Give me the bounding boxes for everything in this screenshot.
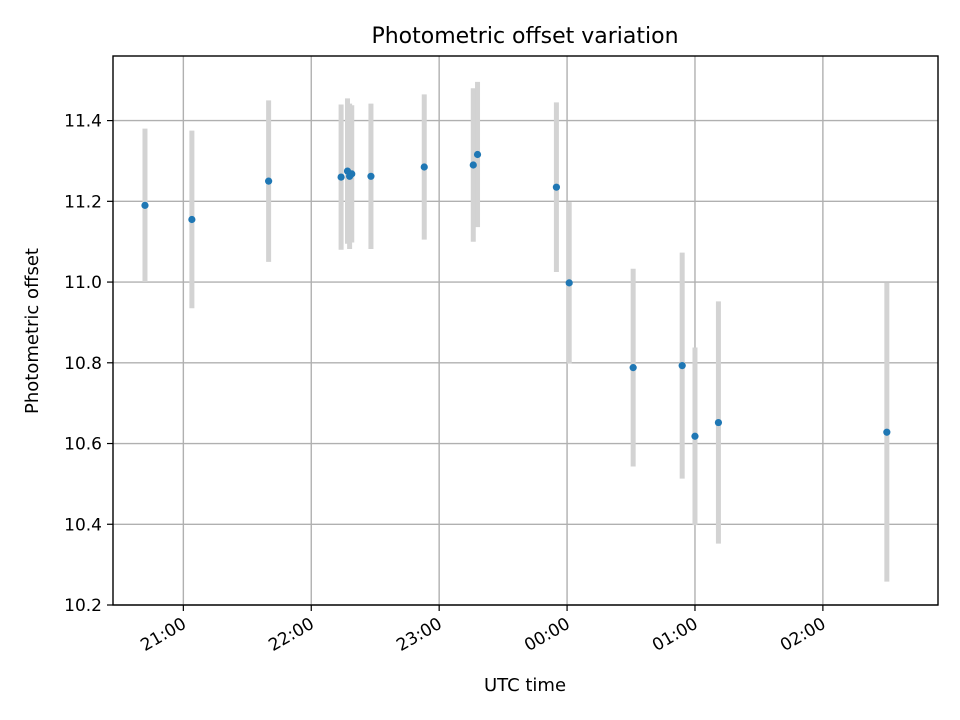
y-tick-label: 11.2 bbox=[64, 192, 102, 212]
y-tick-label: 10.8 bbox=[64, 354, 102, 374]
x-axis-ticks: 21:00 22:00 23:00 00:00 01:00 02:00 bbox=[137, 605, 829, 656]
data-points bbox=[141, 150, 891, 440]
data-point bbox=[691, 432, 699, 440]
data-point bbox=[420, 163, 428, 171]
data-point bbox=[714, 418, 723, 427]
y-tick-label: 11.4 bbox=[64, 112, 102, 132]
plot-frame bbox=[112, 55, 939, 606]
data-point bbox=[883, 428, 891, 436]
y-tick-label: 11.0 bbox=[64, 273, 102, 293]
data-point bbox=[473, 150, 482, 159]
data-point bbox=[265, 177, 273, 185]
chart-title: Photometric offset variation bbox=[371, 24, 678, 49]
data-point bbox=[629, 364, 637, 372]
y-tick-label: 10.6 bbox=[64, 435, 102, 455]
data-point bbox=[565, 279, 573, 287]
grid bbox=[113, 56, 938, 606]
error-bars bbox=[142, 81, 890, 582]
x-tick-label: 02:00 bbox=[777, 614, 829, 656]
x-tick-label: 00:00 bbox=[521, 614, 573, 656]
data-point bbox=[469, 161, 477, 169]
x-axis-label: UTC time bbox=[484, 675, 566, 696]
y-axis-label: Photometric offset bbox=[22, 248, 43, 414]
data-point bbox=[552, 183, 561, 191]
data-point bbox=[348, 170, 356, 178]
data-point bbox=[367, 172, 375, 180]
data-point bbox=[141, 201, 149, 209]
x-tick-label: 01:00 bbox=[649, 614, 701, 656]
data-point bbox=[337, 173, 345, 181]
y-tick-label: 10.2 bbox=[64, 596, 102, 616]
x-tick-label: 22:00 bbox=[265, 614, 317, 656]
x-tick-label: 23:00 bbox=[393, 614, 445, 656]
data-point bbox=[188, 215, 196, 224]
data-point bbox=[678, 362, 686, 370]
x-tick-label: 21:00 bbox=[137, 614, 189, 656]
y-tick-label: 10.4 bbox=[64, 515, 102, 535]
y-axis-ticks: 10.2 10.4 10.6 10.8 11.0 11.2 11.4 bbox=[64, 112, 113, 616]
